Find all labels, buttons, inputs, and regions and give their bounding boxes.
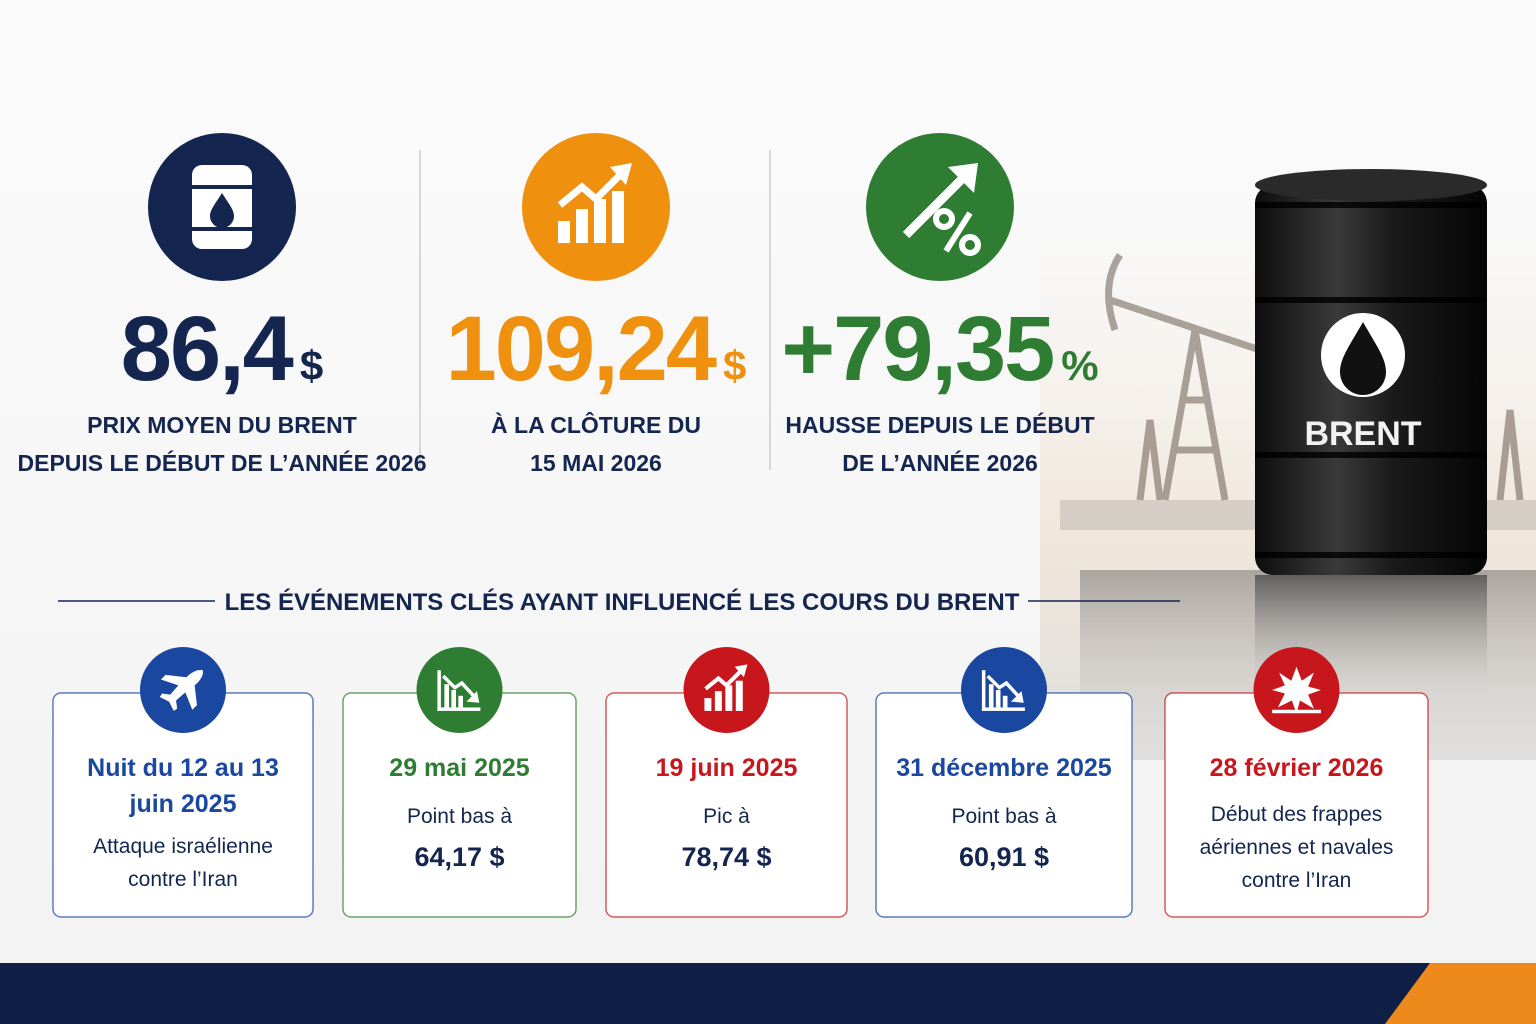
stat-number: +79,35 [781,298,1053,400]
icon-shape [735,680,743,711]
icon-shape [437,670,441,711]
icon-shape [159,670,203,711]
icon-glyph [981,670,1025,711]
icon-shape [902,175,966,239]
icon-shape [943,211,973,253]
icon-shape [576,209,588,243]
icon-glyph [902,163,981,256]
footer-accent [1385,963,1536,1024]
icon-shape [725,685,733,711]
event-date: 29 mai 2025 [389,754,529,782]
event-text: contre l’Iran [1242,869,1352,892]
event-text: contre l’Iran [128,868,238,891]
icon-shape [558,221,570,243]
icon-shape [437,707,481,711]
event-text: Point bas à [407,805,512,828]
stat-number: 109,24 [446,298,717,400]
event-text: Attaque israélienne [93,835,273,858]
barrel-label: BRENT [1304,415,1421,453]
event-date: 19 juin 2025 [656,754,798,782]
icon-shape [988,684,994,708]
icon-shape [704,669,742,691]
icon-shape [451,690,457,708]
icon-shape [612,191,624,243]
stat-value: 109,24 $ [446,298,747,400]
icon-shape [986,674,1021,699]
icon-shape [1272,709,1321,714]
icon-shape [714,691,722,711]
oil-scene: BRENT [1040,169,1536,770]
event-value: 78,74 $ [681,842,771,872]
stat-unit: % [1061,342,1098,389]
event-date: 28 février 2026 [1210,754,1384,782]
event-date: juin 2025 [129,790,237,818]
stat-value: 86,4 $ [121,298,323,400]
icon [1253,647,1340,733]
event-value: 60,91 $ [959,842,1049,872]
stat-unit: $ [300,342,323,389]
icon-glyph [192,165,252,249]
icon-shape [441,674,476,699]
icon-shape [981,670,986,711]
icon [961,647,1047,733]
event-text: Point bas à [951,805,1056,828]
event-value: 64,17 $ [414,842,504,872]
icon-circle [416,647,503,733]
icon-shape [1272,666,1321,714]
event-date: Nuit du 12 au 13 [87,754,279,782]
icon-shape [1010,691,1024,703]
icon-shape [192,227,252,231]
icon-shape [1002,695,1008,708]
icon [416,647,503,733]
stat-value: +79,35% [781,298,1098,400]
footer-bar [0,963,1536,1024]
icon-glyph [1272,666,1321,714]
stat-unit: $ [723,342,746,389]
event-text: aériennes et navales [1200,836,1394,859]
section-title: LES ÉVÉNEMENTS CLÉS AYANT INFLUENCÉ LES … [225,588,1020,616]
stat-label: DE L’ANNÉE 2026 [842,449,1038,476]
icon-glyph [437,670,481,711]
icon [148,133,296,281]
stat-label: 15 MAI 2026 [530,450,662,476]
icon-shape [594,199,606,243]
icon-shape [444,684,450,708]
icon-shape [933,208,955,230]
event-text: Pic à [703,805,750,828]
icon [522,133,670,281]
icon-shape [995,690,1001,708]
icon [140,647,226,733]
stat-label: À LA CLÔTURE DU [491,411,701,438]
icon-shape [192,185,252,189]
icon-shape [948,163,978,193]
icon [866,133,1014,281]
icon-shape [734,664,748,678]
icon-glyph [704,664,748,711]
stat-label: PRIX MOYEN DU BRENT [87,412,357,438]
icon-shape [466,691,480,703]
icon-shape [210,193,234,228]
event-date: 31 décembre 2025 [896,754,1112,782]
stat-label: DEPUIS LE DÉBUT DE L’ANNÉE 2026 [18,449,427,476]
icon [683,647,770,733]
icon-circle [961,647,1047,733]
icon-glyph [557,163,632,243]
stat-label: HAUSSE DEPUIS LE DÉBUT [785,411,1094,438]
event-text: Début des frappes [1211,803,1383,826]
icon-shape [557,172,623,208]
icon-shape [959,234,981,256]
icon-shape [610,163,632,185]
icon-shape [458,695,463,708]
icon-shape [704,698,712,711]
stat-number: 86,4 [121,298,294,400]
icon-glyph [159,670,203,711]
icon-shape [981,707,1025,711]
